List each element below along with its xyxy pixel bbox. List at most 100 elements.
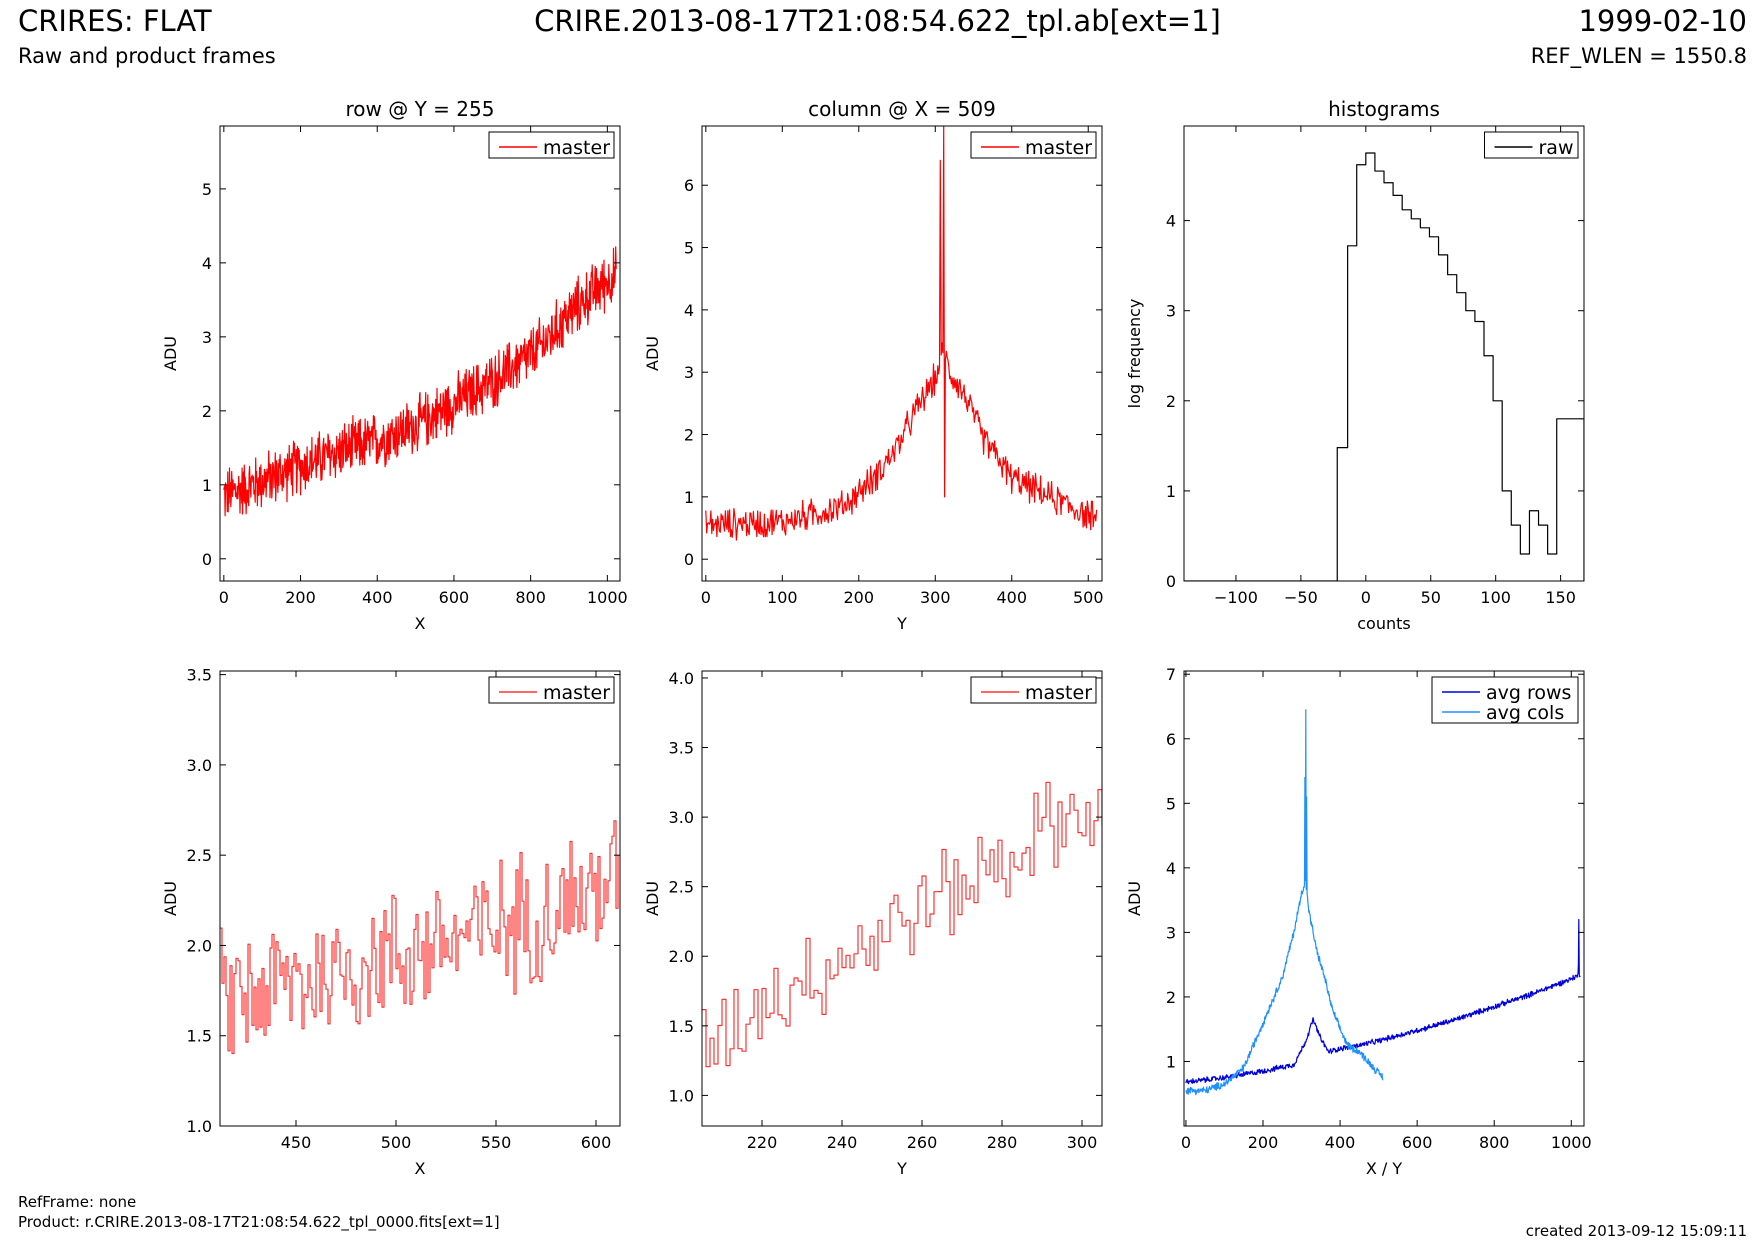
x-tick-label: 300 bbox=[920, 588, 951, 607]
legend-box bbox=[1431, 676, 1579, 724]
plot-frame bbox=[1183, 125, 1585, 582]
x-tick-label: 450 bbox=[281, 1133, 312, 1152]
x-tick-label: 1000 bbox=[1551, 1133, 1592, 1152]
y-tick-label: 0 bbox=[202, 550, 212, 569]
x-tick-label: 280 bbox=[987, 1133, 1018, 1152]
x-axis-label: Y bbox=[896, 1159, 907, 1178]
x-axis-label: X / Y bbox=[1366, 1159, 1403, 1178]
figure-title: CRIRES: FLAT bbox=[18, 4, 212, 38]
x-tick-label: 240 bbox=[827, 1133, 858, 1152]
series-line-master bbox=[705, 126, 1098, 541]
legend-label: master bbox=[543, 137, 610, 159]
plot-area bbox=[705, 126, 1098, 541]
chart-panel-6: 0 200 400 600 800 1000 1 2 3 4 5 6 7 X / Y ADU avg rows… bbox=[1125, 665, 1592, 1178]
plot-frame bbox=[701, 125, 1103, 582]
x-tick-label: 200 bbox=[1248, 1133, 1279, 1152]
plot-area bbox=[223, 246, 617, 517]
x-tick-label: 600 bbox=[439, 588, 470, 607]
y-tick-label: 0 bbox=[1166, 572, 1176, 591]
legend: master bbox=[488, 131, 615, 159]
y-tick-label: 3.0 bbox=[669, 808, 694, 827]
x-tick-label: 0 bbox=[701, 588, 711, 607]
x-tick-label: 400 bbox=[1325, 1133, 1356, 1152]
y-tick-label: 3.5 bbox=[669, 739, 694, 758]
series-line-raw bbox=[1184, 152, 1584, 581]
chart-panel-5: 220 240 260 280 300 1.0 1.5 2.0 2.5 3.0 3.5 4.0 Y ADU… bbox=[643, 669, 1103, 1178]
plot-area bbox=[1185, 709, 1581, 1096]
x-tick-label: 200 bbox=[844, 588, 875, 607]
x-tick-label: 500 bbox=[381, 1133, 412, 1152]
x-tick-label: 500 bbox=[1073, 588, 1104, 607]
file-name: CRIRE.2013-08-17T21:08:54.622_tpl.ab[ext… bbox=[534, 4, 1221, 38]
legend: master bbox=[970, 131, 1097, 159]
x-tick-label: 800 bbox=[1479, 1133, 1510, 1152]
y-tick-label: 4 bbox=[1166, 212, 1176, 231]
legend-label: raw bbox=[1539, 137, 1574, 159]
x-axis-label: Y bbox=[896, 614, 907, 633]
y-tick-label: 0 bbox=[684, 550, 694, 569]
legend-box bbox=[1484, 131, 1579, 159]
x-tick-label: 600 bbox=[581, 1133, 612, 1152]
footer-refframe: RefFrame: none bbox=[18, 1193, 137, 1211]
x-tick-label: −100 bbox=[1214, 588, 1258, 607]
y-tick-label: 2.5 bbox=[669, 878, 694, 897]
legend-box bbox=[488, 676, 615, 704]
y-tick-label: 6 bbox=[684, 176, 694, 195]
ref-wavelength: REF_WLEN = 1550.8 bbox=[1530, 44, 1747, 68]
y-axis-label: ADU bbox=[1125, 881, 1144, 916]
series-line-master bbox=[702, 781, 1102, 1068]
panel-title: column @ X = 509 bbox=[808, 97, 996, 121]
observation-date: 1999-02-10 bbox=[1578, 4, 1747, 38]
x-tick-label: 0 bbox=[1181, 1133, 1191, 1152]
x-tick-label: 400 bbox=[996, 588, 1027, 607]
y-tick-label: 1.5 bbox=[669, 1017, 694, 1036]
legend: master bbox=[488, 676, 615, 704]
y-tick-label: 3.0 bbox=[187, 756, 212, 775]
series-line-master bbox=[223, 246, 617, 517]
legend-label: master bbox=[1025, 682, 1092, 704]
y-tick-label: 3 bbox=[1166, 302, 1176, 321]
x-tick-label: 0 bbox=[219, 588, 229, 607]
plot-area bbox=[220, 820, 619, 1055]
y-axis-label: ADU bbox=[161, 336, 180, 371]
y-tick-label: 2.5 bbox=[187, 846, 212, 865]
chart-panel-4: 450 500 550 600 1.0 1.5 2.0 2.5 3.0 3.5 X ADU master bbox=[161, 666, 621, 1178]
y-tick-label: 3.5 bbox=[187, 666, 212, 685]
y-tick-label: 1 bbox=[1166, 482, 1176, 501]
y-tick-label: 4.0 bbox=[669, 669, 694, 688]
x-tick-label: 0 bbox=[1361, 588, 1371, 607]
x-tick-label: −50 bbox=[1284, 588, 1318, 607]
y-tick-label: 2 bbox=[1166, 988, 1176, 1007]
plot-frame bbox=[219, 670, 621, 1127]
x-tick-label: 220 bbox=[747, 1133, 778, 1152]
x-tick-label: 260 bbox=[907, 1133, 938, 1152]
series-line-master bbox=[220, 820, 619, 1055]
y-tick-label: 5 bbox=[684, 239, 694, 258]
chart-panel-3: histograms −100 −50 0 50 100 150 0 1 2 3 4 counts log… bbox=[1125, 97, 1585, 633]
y-tick-label: 7 bbox=[1166, 665, 1176, 684]
y-tick-label: 2.0 bbox=[187, 936, 212, 955]
footer-product: Product: r.CRIRE.2013-08-17T21:08:54.622… bbox=[18, 1213, 500, 1231]
plot-area bbox=[702, 781, 1102, 1068]
legend: raw bbox=[1484, 131, 1579, 159]
y-axis-label: ADU bbox=[643, 881, 662, 916]
x-tick-label: 800 bbox=[515, 588, 546, 607]
y-tick-label: 2 bbox=[684, 426, 694, 445]
y-tick-label: 6 bbox=[1166, 730, 1176, 749]
y-tick-label: 1 bbox=[202, 476, 212, 495]
y-tick-label: 4 bbox=[1166, 859, 1176, 878]
plot-frame bbox=[701, 670, 1103, 1127]
x-tick-label: 1000 bbox=[587, 588, 628, 607]
legend: master bbox=[970, 676, 1097, 704]
y-tick-label: 5 bbox=[202, 180, 212, 199]
y-axis-label: ADU bbox=[161, 881, 180, 916]
y-axis-label: log frequency bbox=[1125, 299, 1144, 409]
legend-label: avg cols bbox=[1486, 702, 1564, 724]
y-tick-label: 2 bbox=[202, 402, 212, 421]
x-tick-label: 550 bbox=[481, 1133, 512, 1152]
x-tick-label: 200 bbox=[285, 588, 316, 607]
series-line-avg-cols bbox=[1185, 709, 1384, 1096]
panel-title: row @ Y = 255 bbox=[346, 97, 495, 121]
legend-label: avg rows bbox=[1486, 682, 1571, 704]
